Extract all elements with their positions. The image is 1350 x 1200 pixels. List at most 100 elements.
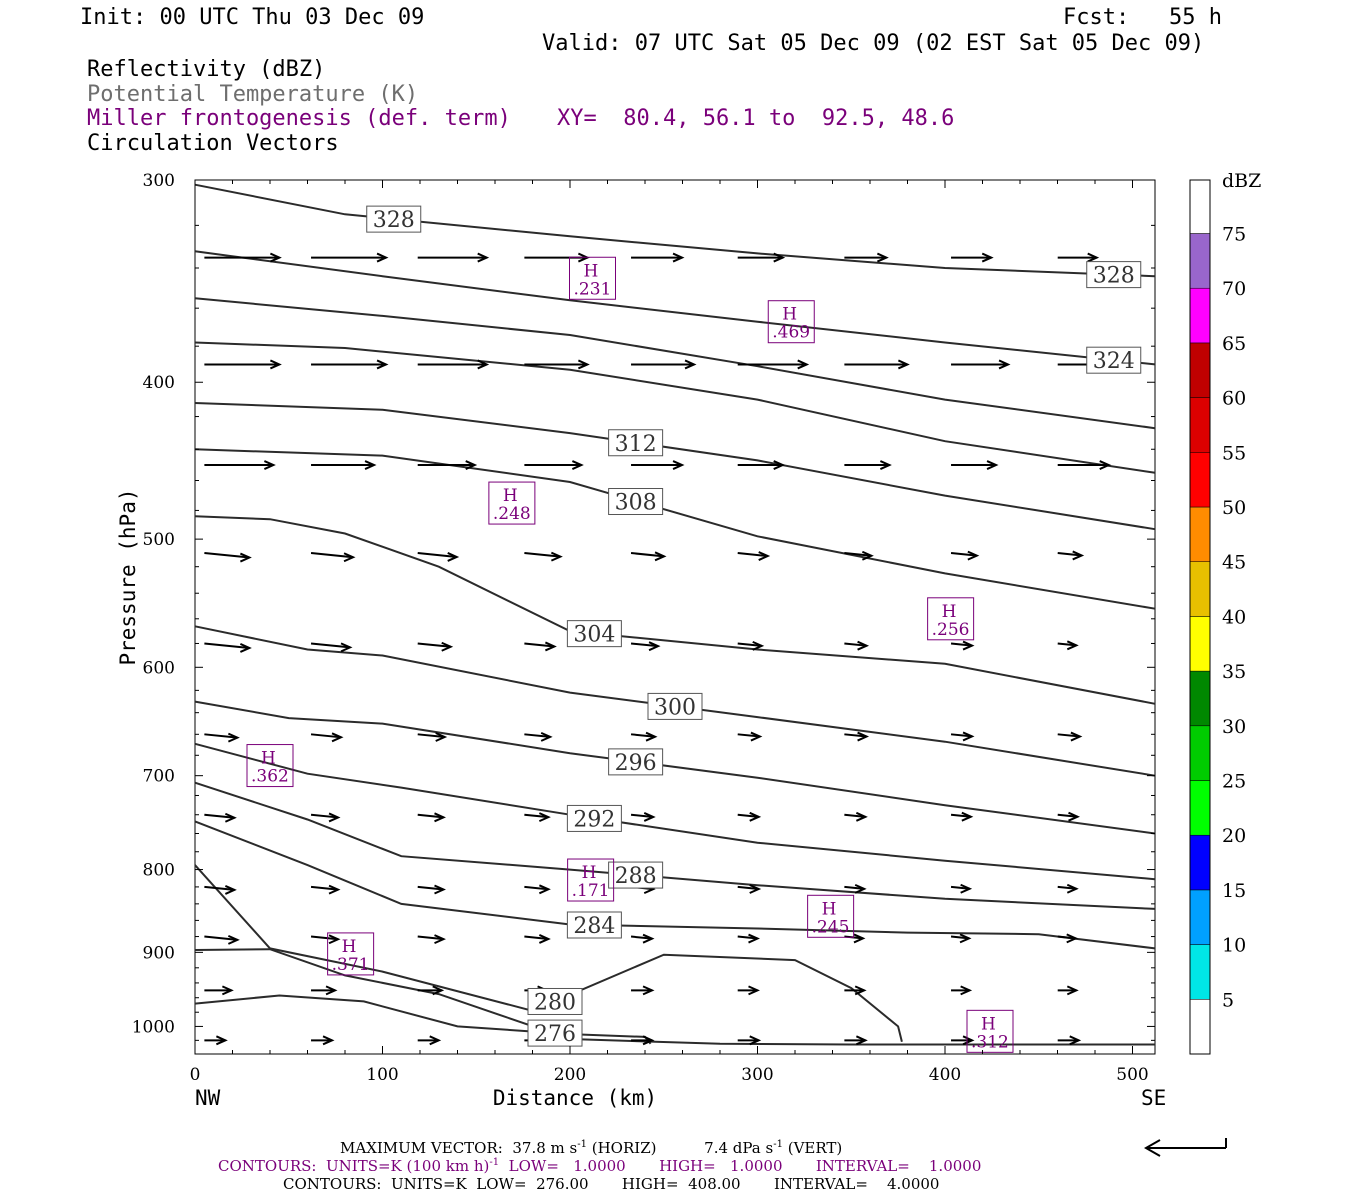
theta-contour-292	[194, 742, 1156, 881]
theta-contour-296	[194, 700, 1156, 835]
frontogenesis-max-value: .312	[971, 1032, 1009, 1052]
circulation-vector	[417, 552, 460, 562]
circulation-vector	[1057, 550, 1085, 561]
circulation-vector	[310, 934, 341, 945]
frontogenesis-max-value: .469	[772, 323, 810, 343]
circulation-vector	[417, 934, 446, 945]
circulation-vector	[951, 359, 1011, 370]
circulation-vector	[844, 731, 870, 742]
frontogenesis-max-box	[567, 858, 615, 902]
colorbar-segment	[1189, 397, 1211, 453]
circulation-vector	[950, 550, 980, 561]
frontogenesis-max-box	[246, 744, 294, 788]
circulation-vector	[844, 359, 910, 370]
circulation-vector	[630, 812, 656, 822]
x-tick-label: 200	[554, 1065, 586, 1085]
circulation-vector	[204, 812, 237, 823]
circulation-vector	[417, 884, 446, 895]
colorbar-segment	[1189, 452, 1211, 508]
contour-label-text: 292	[573, 807, 615, 832]
colorbar-label: 30	[1222, 716, 1246, 738]
circulation-vector	[631, 460, 685, 470]
colorbar-label: 65	[1222, 333, 1246, 355]
y-tick-label: 900	[143, 943, 175, 963]
y-tick-label: 500	[143, 530, 175, 550]
circulation-vector	[1057, 811, 1080, 822]
frontogenesis-max-1: H.469	[767, 300, 815, 344]
contour-label-324: 324	[1086, 346, 1142, 374]
colorbar-segment	[1189, 944, 1211, 1000]
theta-contour-284	[194, 820, 1156, 950]
contour-label-296: 296	[608, 748, 664, 776]
frontogenesis-max-label: H	[584, 261, 599, 281]
field-frontogenesis: Miller frontogenesis (def. term)	[87, 106, 511, 131]
colorbar-label: 15	[1222, 880, 1246, 902]
contour-label-text: 296	[615, 751, 657, 776]
frontogenesis-max-value: .256	[932, 620, 970, 640]
circulation-vector	[950, 731, 975, 742]
circulation-vector	[844, 252, 889, 263]
contour-label-box	[566, 804, 622, 832]
y-tick-label: 600	[143, 658, 175, 678]
colorbar-units: dBZ	[1222, 170, 1261, 192]
circulation-vector	[737, 359, 810, 370]
circulation-vector	[951, 1035, 975, 1046]
colorbar-segment	[1189, 561, 1211, 617]
theta-contour-324	[194, 250, 1156, 366]
circulation-vector	[524, 641, 557, 652]
frontogenesis-max-value: .245	[812, 917, 850, 937]
circulation-vector	[950, 640, 975, 651]
circulation-vector	[737, 985, 760, 996]
circulation-vector	[630, 641, 661, 652]
circulation-vector	[737, 933, 760, 944]
contour-label-text: 328	[373, 208, 415, 233]
colorbar-segment	[1189, 233, 1211, 289]
frontogenesis-max-box	[767, 300, 815, 344]
frontogenesis-max-value: .231	[574, 279, 612, 299]
contour-label-box	[1086, 261, 1142, 289]
contour-label-text: 304	[573, 623, 615, 648]
x-tick-label: 500	[1116, 1065, 1148, 1085]
frontogenesis-max-label: H	[822, 899, 837, 919]
circulation-vector	[524, 460, 584, 470]
circulation-vector	[737, 1035, 762, 1046]
field-circulation: Circulation Vectors	[87, 131, 339, 156]
circulation-vector	[844, 1035, 868, 1046]
colorbar-label: 40	[1222, 606, 1246, 628]
forecast-hour: Fcst: 55 h	[1063, 5, 1222, 30]
circulation-vector	[1057, 933, 1079, 944]
circulation-vector	[310, 552, 356, 563]
circulation-vector	[311, 252, 389, 263]
frontogenesis-max-6: H.245	[807, 894, 855, 938]
contour-label-328: 328	[366, 205, 422, 233]
contour-label-284: 284	[566, 911, 622, 939]
contour-label-308: 308	[608, 488, 664, 516]
contour-label-box	[647, 692, 703, 720]
x-axis-label: Distance (km)	[493, 1086, 657, 1110]
circulation-vector	[204, 985, 234, 996]
frontogenesis-max-box	[966, 1009, 1014, 1053]
y-tick-label: 800	[143, 861, 175, 881]
circulation-vector	[204, 884, 237, 895]
contour-label-box	[527, 987, 583, 1015]
circulation-vector	[737, 731, 763, 742]
circulation-vector	[204, 642, 252, 653]
circulation-vector	[737, 460, 786, 470]
circulation-vector	[951, 252, 994, 263]
colorbar-label: 45	[1222, 552, 1246, 574]
colorbar-label: 35	[1222, 661, 1246, 683]
circulation-vector	[844, 883, 867, 894]
circulation-vector	[737, 811, 762, 822]
contour-label-text: 284	[573, 914, 615, 939]
theta-contour-328	[194, 183, 1156, 278]
colorbar-segment	[1189, 179, 1211, 234]
colorbar-label: 55	[1222, 442, 1246, 464]
circulation-vector	[631, 252, 685, 263]
contour-label-328: 328	[1086, 261, 1142, 289]
x-tick-label: 0	[190, 1065, 201, 1085]
frontogenesis-max-value: .248	[493, 504, 531, 524]
contour-label-276: 276	[527, 1019, 583, 1047]
circulation-vector	[1057, 640, 1079, 651]
x-tick-label: 300	[741, 1065, 773, 1085]
circulation-vector	[204, 460, 276, 470]
